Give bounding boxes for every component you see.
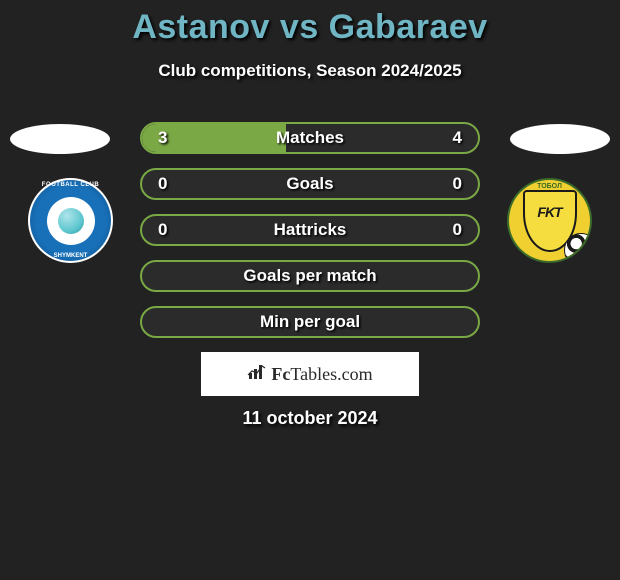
- tobol-badge: ТОБОЛ FKT: [507, 178, 592, 263]
- branding-prefix: Fc: [271, 364, 290, 384]
- page-title: Astanov vs Gabaraev: [0, 8, 620, 47]
- stat-label: Hattricks: [142, 220, 478, 240]
- chart-icon: [247, 363, 267, 386]
- branding-box: FcTables.com: [201, 352, 419, 396]
- stat-row: 00Goals: [140, 168, 480, 200]
- club-logo-left: FOOTBALL CLUB SHYMKENT: [28, 178, 113, 263]
- stat-label: Goals per match: [142, 266, 478, 286]
- branding-suffix: Tables.com: [290, 364, 372, 384]
- ordabasy-ball-icon: [58, 208, 84, 234]
- stat-row: 00Hattricks: [140, 214, 480, 246]
- branding-label: FcTables.com: [271, 364, 372, 385]
- subtitle: Club competitions, Season 2024/2025: [0, 61, 620, 81]
- stat-row: Goals per match: [140, 260, 480, 292]
- player-photo-left: [10, 124, 110, 154]
- date-label: 11 october 2024: [0, 408, 620, 429]
- header: Astanov vs Gabaraev Club competitions, S…: [0, 0, 620, 81]
- ordabasy-inner: [47, 197, 95, 245]
- stat-row: Min per goal: [140, 306, 480, 338]
- tobol-ball-icon: [564, 233, 592, 263]
- tobol-top-text: ТОБОЛ: [509, 183, 590, 190]
- player-photo-right: [510, 124, 610, 154]
- ordabasy-badge: FOOTBALL CLUB SHYMKENT: [28, 178, 113, 263]
- stat-label: Goals: [142, 174, 478, 194]
- stat-label: Min per goal: [142, 312, 478, 332]
- tobol-fkt-text: FKT: [537, 204, 561, 220]
- club-logo-right: ТОБОЛ FKT: [507, 178, 592, 263]
- branding-text: FcTables.com: [247, 363, 372, 386]
- stat-row: 34Matches: [140, 122, 480, 154]
- ordabasy-top-text: FOOTBALL CLUB: [30, 182, 111, 188]
- ordabasy-bottom-text: SHYMKENT: [30, 253, 111, 259]
- stats-panel: 34Matches 00Goals 00Hattricks Goals per mat…: [140, 122, 480, 352]
- stat-label: Matches: [142, 128, 478, 148]
